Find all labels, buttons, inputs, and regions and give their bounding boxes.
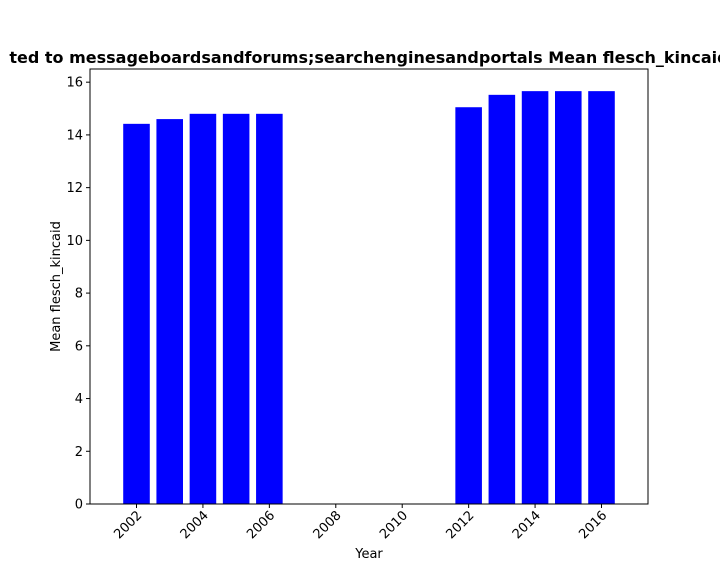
bar-2003 [156,119,183,504]
y-tick-label: 10 [66,234,83,249]
x-tick-label: 2010 [377,508,411,542]
bar-2002 [123,123,150,504]
y-axis-label: Mean flesch_kincaid [49,221,64,352]
x-tick-label: 2016 [576,508,610,542]
bar-2015 [555,91,582,505]
bar-2012 [455,107,482,505]
bar-2006 [256,113,283,505]
plot-frame [89,68,649,505]
x-tick-label: 2006 [244,508,278,542]
y-tick-label: 14 [66,128,83,143]
bar-2016 [588,91,615,505]
chart-title: ted to messageboardsandforums;searchengi… [9,48,720,67]
x-tick-label: 2014 [510,508,544,542]
y-tick-label: 4 [75,392,83,407]
y-tick-label: 2 [75,445,83,460]
bars-group [123,91,615,505]
y-tick-label: 16 [66,76,83,91]
x-tick-label: 2012 [443,508,477,542]
y-axis: 0 2 4 6 8 10 12 14 16 [66,76,90,513]
x-axis: 2002 2004 2006 2008 2010 2012 2014 2016 [111,504,610,542]
bar-2014 [521,91,549,505]
x-axis-label: Year [354,547,383,562]
y-tick-label: 12 [66,181,83,196]
bar-2005 [222,113,250,505]
y-tick-label: 6 [75,339,83,354]
bar-2004 [189,113,217,505]
bar-2013 [488,94,516,504]
y-tick-label: 0 [75,498,83,513]
x-tick-label: 2008 [311,508,345,542]
x-tick-label: 2002 [111,508,145,542]
x-tick-label: 2004 [178,508,212,542]
y-tick-label: 8 [75,287,83,302]
